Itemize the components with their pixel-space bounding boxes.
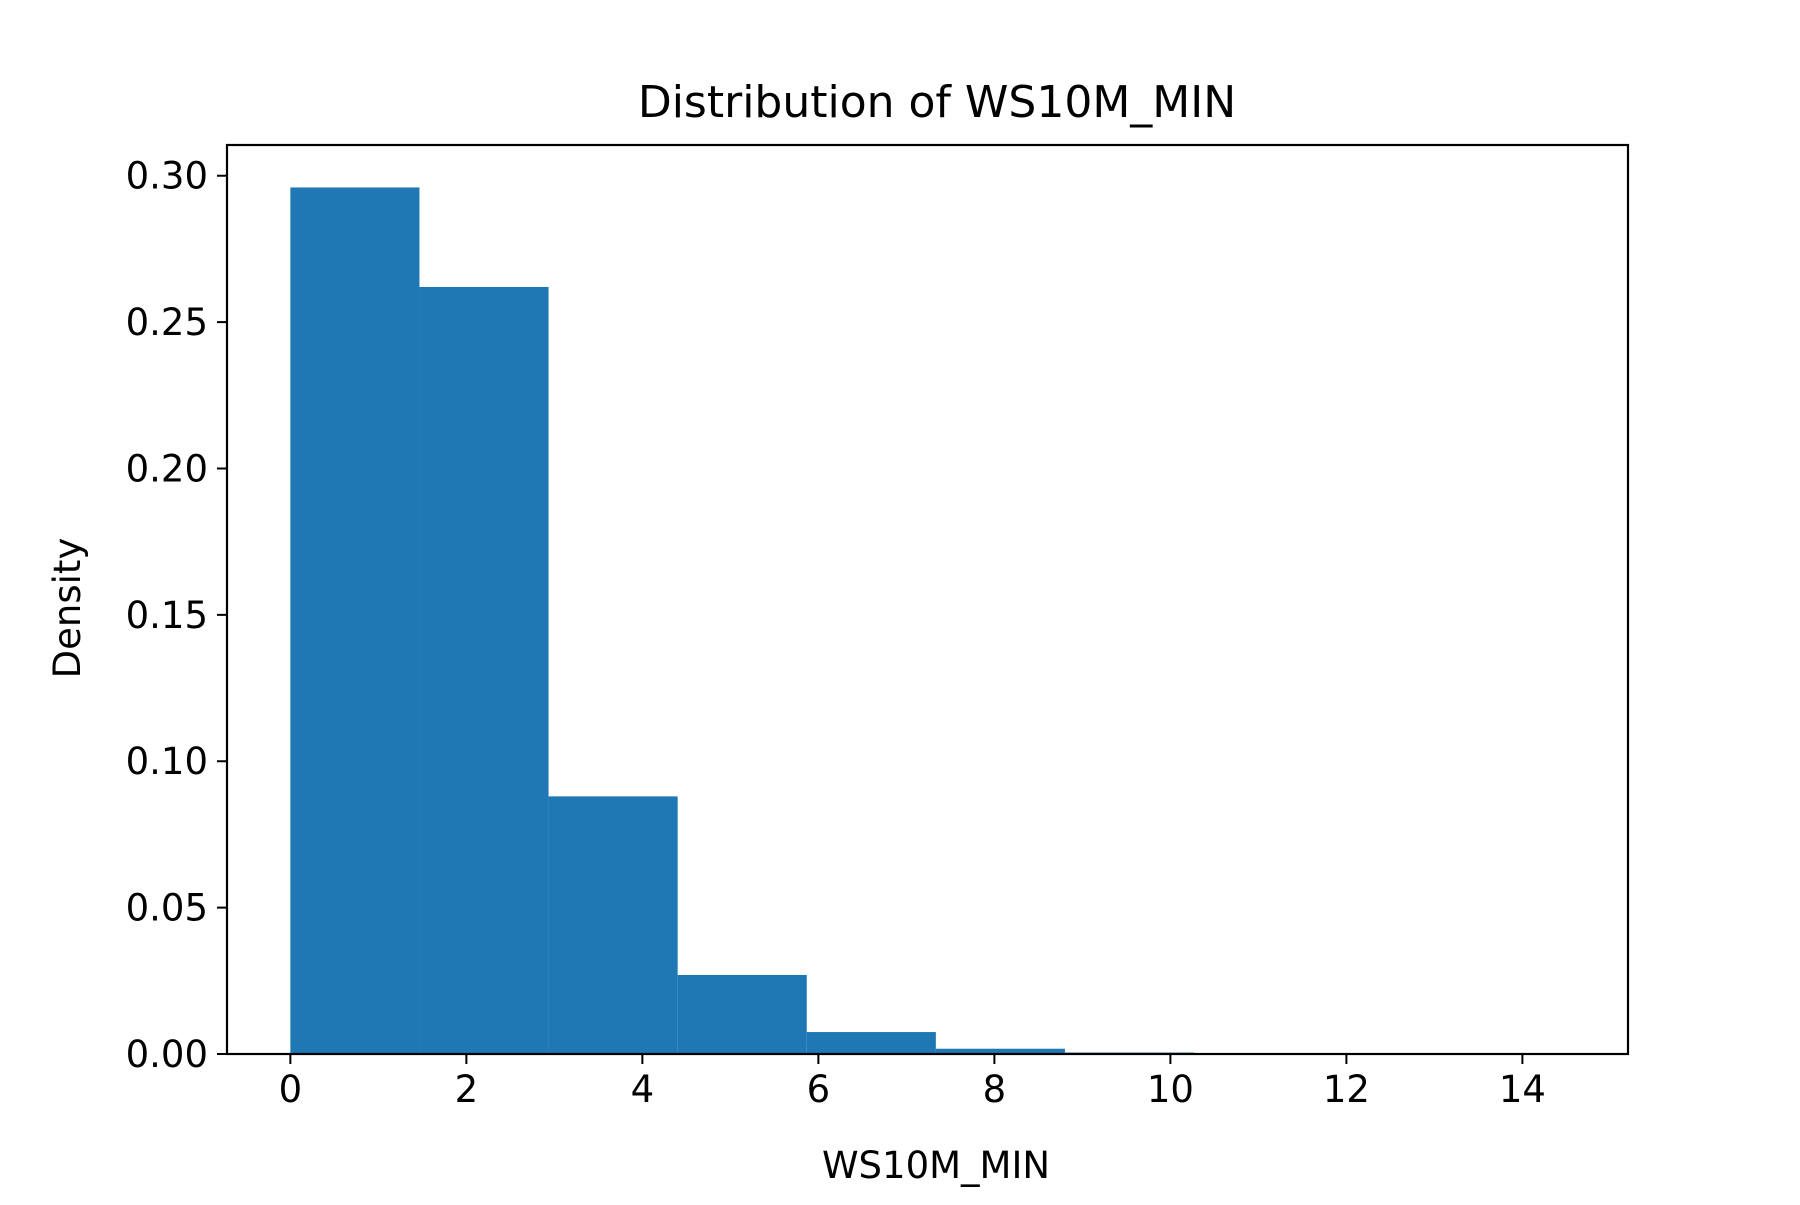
x-tick-label-2: 4 <box>631 1068 655 1111</box>
y-tick-label-3: 0.15 <box>126 594 208 637</box>
x-tick-label-4: 8 <box>983 1068 1007 1111</box>
y-axis-label: Density <box>46 538 89 679</box>
histogram-bar-3 <box>678 975 807 1054</box>
histogram-bar-2 <box>549 796 678 1054</box>
histogram-bar-4 <box>807 1032 936 1054</box>
x-axis-label: WS10M_MIN <box>822 1144 1050 1187</box>
y-tick-label-6: 0.30 <box>126 155 208 198</box>
x-axis-ticks: 0 2 4 6 8 10 12 14 <box>279 1054 1546 1111</box>
x-tick-label-6: 12 <box>1323 1068 1370 1111</box>
y-tick-label-0: 0.00 <box>126 1033 208 1076</box>
x-tick-label-7: 14 <box>1499 1068 1546 1111</box>
y-tick-label-1: 0.05 <box>126 887 208 930</box>
x-tick-label-3: 6 <box>807 1068 831 1111</box>
histogram-bar-1 <box>419 287 548 1054</box>
histogram-bar-0 <box>290 187 419 1054</box>
bars-group <box>290 187 1581 1054</box>
chart-title: Distribution of WS10M_MIN <box>638 77 1236 128</box>
x-tick-label-1: 2 <box>455 1068 479 1111</box>
y-tick-label-4: 0.20 <box>126 447 208 490</box>
y-tick-label-2: 0.10 <box>126 740 208 783</box>
y-tick-label-5: 0.25 <box>126 301 208 344</box>
x-tick-label-5: 10 <box>1147 1068 1194 1111</box>
x-tick-label-0: 0 <box>279 1068 303 1111</box>
y-axis-ticks: 0.00 0.05 0.10 0.15 0.20 0.25 0.30 <box>126 155 227 1076</box>
